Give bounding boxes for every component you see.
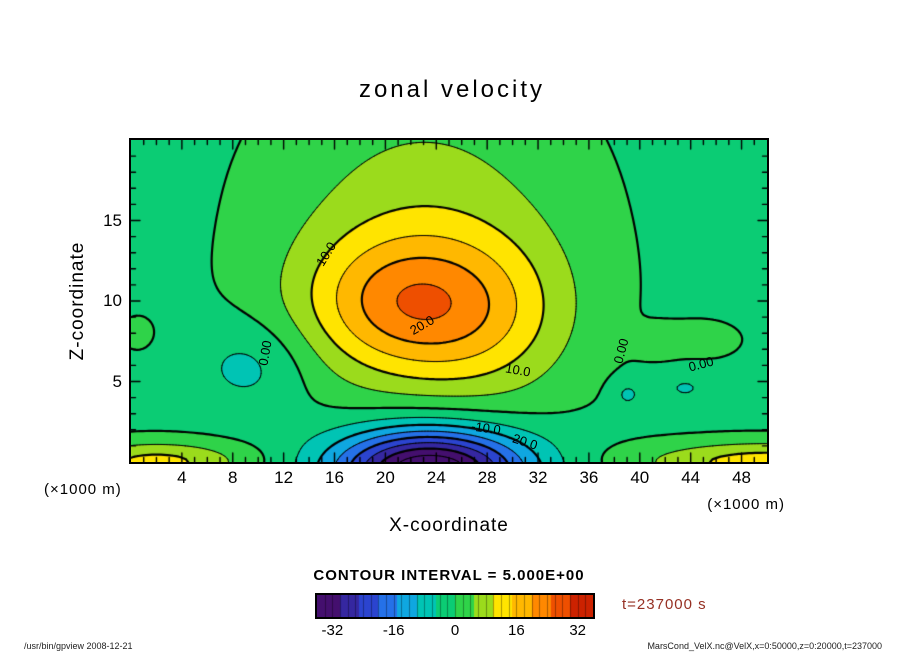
y-tick-label: 10: [103, 291, 122, 310]
footer-source: MarsCond_VelX.nc@VelX,x=0:50000,z=0:2000…: [647, 641, 882, 651]
x-tick-label: 44: [681, 468, 701, 487]
colorbar-tick-label: 0: [450, 622, 460, 639]
plot-title: zonal velocity: [358, 76, 546, 103]
x-tick-label: 12: [274, 468, 294, 487]
x-tick-label: 4: [177, 468, 187, 487]
colorbar-tick-label: -16: [382, 622, 405, 639]
y-axis-unit: (×1000 m): [44, 481, 122, 498]
contour-plot-canvas: [129, 138, 769, 464]
colorbar-tick-label: -32: [321, 622, 344, 639]
x-tick-label: 36: [579, 468, 599, 487]
x-tick-label: 40: [630, 468, 650, 487]
y-tick-label: 15: [103, 210, 122, 230]
x-tick-label: 32: [528, 468, 548, 487]
x-tick-label: 48: [732, 468, 752, 487]
time-annotation: t=237000 s: [622, 596, 707, 613]
x-tick-label: 16: [325, 468, 344, 487]
x-tick-label: 8: [228, 468, 238, 487]
y-axis-label: Z-coordinate: [67, 241, 88, 361]
colorbar-tick-label: 32: [569, 622, 586, 639]
x-tick-label: 28: [477, 468, 497, 487]
x-axis-label: X-coordinate: [389, 515, 509, 536]
colorbar-canvas: [315, 593, 595, 619]
x-axis-unit: (×1000 m): [707, 496, 785, 513]
x-tick-label: 20: [375, 468, 395, 487]
colorbar-tick-label: 16: [507, 622, 525, 639]
contour-interval-text: CONTOUR INTERVAL = 5.000E+00: [313, 567, 585, 584]
footer-command: /usr/bin/gpview 2008-12-21: [24, 641, 133, 651]
y-tick-label: 5: [112, 371, 122, 391]
x-tick-label: 24: [426, 468, 446, 487]
